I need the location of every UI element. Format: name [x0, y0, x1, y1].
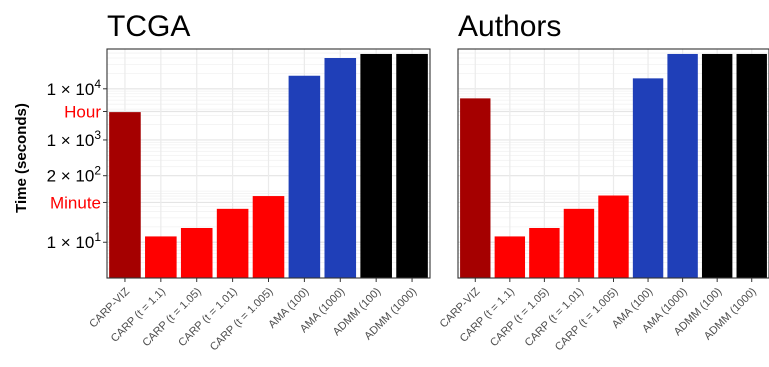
bar-0-5 — [288, 75, 321, 278]
bar-0-8 — [396, 53, 428, 278]
bar-1-2 — [529, 227, 560, 278]
x-tick-label: CARP (t = 1.005) — [553, 286, 621, 354]
y-tick-label: 1 × 101 — [47, 230, 102, 252]
panel-title: TCGA — [107, 10, 190, 43]
bar-1-0 — [460, 98, 491, 278]
bar-1-1 — [494, 236, 526, 278]
bar-1-3 — [563, 208, 595, 278]
bar-0-1 — [145, 236, 177, 278]
y-tick-label: 1 × 103 — [47, 128, 102, 150]
bar-1-4 — [598, 195, 629, 278]
x-tick-label: CARP (t = 1.005) — [208, 286, 276, 354]
bar-1-7 — [701, 53, 733, 278]
bar-1-5 — [632, 78, 664, 279]
y-tick-label: Hour — [64, 102, 101, 121]
bar-0-0 — [109, 112, 141, 279]
y-tick-label: Minute — [50, 193, 101, 212]
bar-0-2 — [180, 227, 213, 278]
y-tick-label: 2 × 102 — [47, 164, 102, 186]
bar-0-3 — [216, 208, 249, 278]
bar-1-6 — [667, 53, 698, 278]
bar-0-4 — [252, 196, 285, 278]
bar-1-8 — [736, 53, 767, 278]
panel-title: Authors — [458, 10, 561, 43]
bar-0-6 — [324, 58, 357, 278]
y-tick-label: 1 × 104 — [47, 77, 102, 99]
y-axis-label: Time (seconds) — [13, 103, 30, 213]
bar-0-7 — [360, 53, 392, 278]
